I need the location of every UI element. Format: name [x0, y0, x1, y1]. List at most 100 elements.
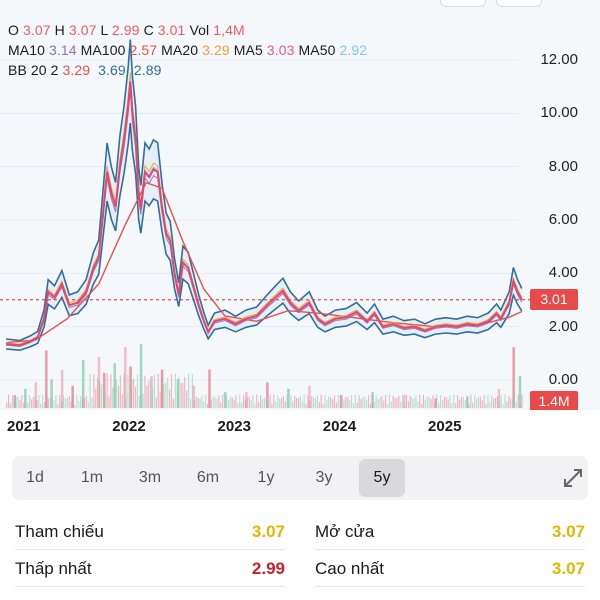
legend-value: 3.07: [68, 22, 97, 38]
volume-bar: [345, 396, 347, 408]
volume-bar: [98, 381, 101, 408]
legend-value: 3.03: [266, 42, 295, 58]
volume-bar: [45, 395, 48, 408]
volume-bar: [83, 398, 85, 408]
volume-bar: [502, 404, 504, 408]
volume-bar: [193, 400, 195, 408]
volume-bar: [455, 402, 457, 408]
volume-bar: [464, 399, 466, 408]
volume-bar: [286, 394, 288, 408]
divider: [315, 549, 585, 550]
ref-price-label: Tham chiếu: [15, 522, 104, 541]
volume-bar: [216, 399, 218, 408]
volume-bar: [59, 394, 61, 408]
high-price-label: Cao nhất: [315, 559, 384, 578]
volume-bar: [239, 394, 241, 408]
volume-bar: [411, 397, 413, 408]
volume-bar: [453, 394, 455, 408]
expand-arrows-icon[interactable]: [560, 465, 586, 491]
volume-bar: [352, 403, 355, 408]
volume-bar: [347, 396, 349, 408]
volume-bar: [244, 399, 247, 408]
volume-bar: [64, 398, 67, 408]
volume-bar: [93, 374, 95, 408]
volume-bar: [13, 399, 15, 408]
volume-bar: [197, 397, 199, 408]
volume-bar: [81, 360, 85, 408]
tab-1d[interactable]: 1d: [26, 469, 44, 486]
volume-bar: [479, 396, 481, 408]
volume-tag: 1.4M: [530, 391, 578, 410]
tab-1y[interactable]: 1y: [257, 469, 275, 486]
volume-bar: [34, 396, 36, 408]
volume-bar: [398, 395, 400, 408]
volume-bar: [493, 398, 495, 408]
chart-canvas[interactable]: [0, 0, 600, 410]
timeframe-tabs: 1d 1m 3m 6m 1y 3y 5y: [12, 456, 588, 500]
volume-bar: [354, 394, 356, 408]
volume-bar: [237, 402, 239, 408]
volume-bar: [271, 404, 273, 408]
volume-bar: [21, 395, 23, 408]
volume-bar: [11, 395, 13, 408]
volume-bar: [494, 397, 497, 408]
volume-bar: [153, 374, 156, 408]
volume-bar: [214, 397, 216, 408]
volume-bar: [66, 398, 68, 408]
volume-bar: [115, 380, 118, 408]
legend-label: C: [143, 22, 154, 38]
volume-bar: [373, 402, 375, 408]
volume-bar: [313, 397, 315, 408]
tab-6m[interactable]: 6m: [196, 469, 220, 486]
volume-bar: [125, 395, 127, 408]
volume-bar: [186, 390, 188, 408]
volume-bar: [252, 395, 254, 408]
volume-bar: [136, 374, 139, 408]
volume-bar: [32, 397, 34, 408]
legend-value: 3.14: [48, 42, 77, 58]
volume-bar: [521, 394, 523, 408]
tab-5y[interactable]: 5y: [359, 459, 405, 497]
volume-bar: [441, 399, 444, 408]
volume-bar: [328, 396, 330, 408]
volume-bar: [85, 395, 87, 408]
volume-bar: [273, 394, 275, 408]
volume-bar: [308, 385, 311, 408]
low-price-value: 2.99: [251, 559, 285, 578]
volume-bar: [91, 397, 93, 408]
volume-bar: [19, 399, 21, 408]
ohlc-legend: O 3.07 H 3.07 L 2.99 C 3.01 Vol 1,4M: [8, 22, 249, 38]
volume-bar: [474, 395, 476, 408]
volume-bar: [339, 403, 341, 408]
volume-bar: [500, 394, 502, 408]
tab-3y[interactable]: 3y: [315, 469, 333, 486]
volume-bar: [358, 395, 360, 408]
volume-bar: [110, 374, 112, 408]
volume-bar: [512, 347, 515, 408]
volume-bar: [462, 396, 464, 408]
volume-bar: [102, 372, 106, 408]
volume-bar: [485, 403, 487, 408]
tab-1m[interactable]: 1m: [80, 469, 104, 486]
legend-label: MA20: [161, 42, 199, 58]
volume-bar: [104, 392, 106, 408]
volume-bar: [112, 387, 114, 408]
volume-bar: [87, 401, 89, 408]
top-tab-right[interactable]: [496, 0, 542, 7]
volume-bar: [403, 404, 406, 408]
price-chart[interactable]: O 3.07 H 3.07 L 2.99 C 3.01 Vol 1,4M MA10 3.…: [0, 0, 600, 410]
volume-bar: [438, 403, 440, 408]
volume-bar: [102, 375, 104, 408]
volume-bar: [129, 386, 131, 408]
tab-3m[interactable]: 3m: [138, 469, 162, 486]
volume-bar: [70, 401, 72, 408]
price-line: [6, 81, 523, 347]
volume-bar: [305, 404, 307, 408]
volume-bar: [511, 398, 514, 408]
volume-bar: [146, 385, 148, 408]
divider: [15, 549, 285, 550]
top-tab-left[interactable]: [440, 0, 486, 7]
volume-bar: [421, 403, 423, 408]
volume-bar: [176, 390, 178, 408]
volume-bar: [510, 398, 512, 408]
